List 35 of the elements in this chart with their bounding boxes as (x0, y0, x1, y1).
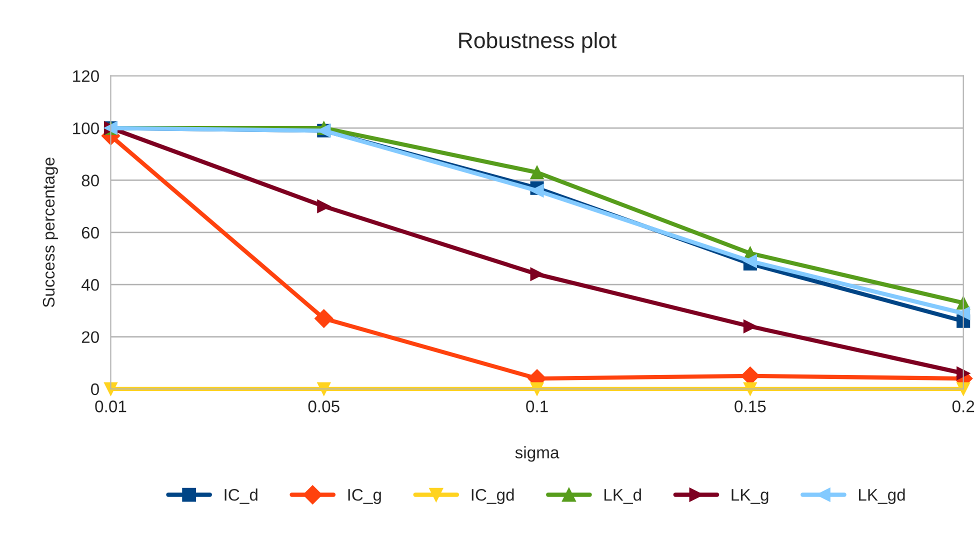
y-axis-title: Success percentage (42, 158, 58, 308)
point (104, 382, 118, 396)
point (317, 382, 331, 396)
y-tick-label: 20 (82, 331, 99, 343)
legend-label: LK_d (604, 488, 641, 504)
x-tick-label: 0.2 (952, 400, 974, 412)
legend-label: LK_g (732, 489, 768, 504)
y-tick-label: 40 (81, 279, 99, 291)
y-tick-label: 0 (91, 383, 99, 396)
x-tick-label: 0.05 (308, 400, 340, 412)
point (956, 366, 970, 380)
legend-label: LK_gd (859, 488, 905, 504)
x-tick-label: 0.01 (95, 400, 126, 412)
point (530, 166, 544, 180)
point (530, 382, 544, 396)
chart-title: Robustness plot (459, 32, 617, 53)
legend-label: IC_gd (472, 488, 514, 504)
point (530, 267, 544, 281)
x-tick-label: 0.15 (734, 400, 766, 412)
y-tick-label: 120 (73, 70, 99, 82)
point (743, 382, 757, 396)
point (530, 184, 544, 198)
x-tick-label: 0.1 (526, 400, 548, 412)
point (743, 320, 757, 334)
point (956, 382, 970, 396)
point (314, 309, 334, 328)
y-tick-label: 80 (82, 174, 99, 186)
point (956, 306, 970, 320)
y-tick-label: 100 (73, 122, 99, 134)
point (317, 200, 331, 214)
point (743, 254, 757, 268)
legend-label: IC_g (348, 488, 381, 504)
x-axis-title: sigma (515, 446, 560, 462)
y-tick-label: 60 (82, 226, 99, 239)
legend-label: IC_d (224, 488, 258, 504)
